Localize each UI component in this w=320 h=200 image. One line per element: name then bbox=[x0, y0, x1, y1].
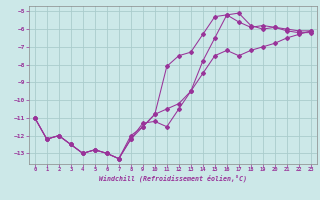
X-axis label: Windchill (Refroidissement éolien,°C): Windchill (Refroidissement éolien,°C) bbox=[99, 175, 247, 182]
